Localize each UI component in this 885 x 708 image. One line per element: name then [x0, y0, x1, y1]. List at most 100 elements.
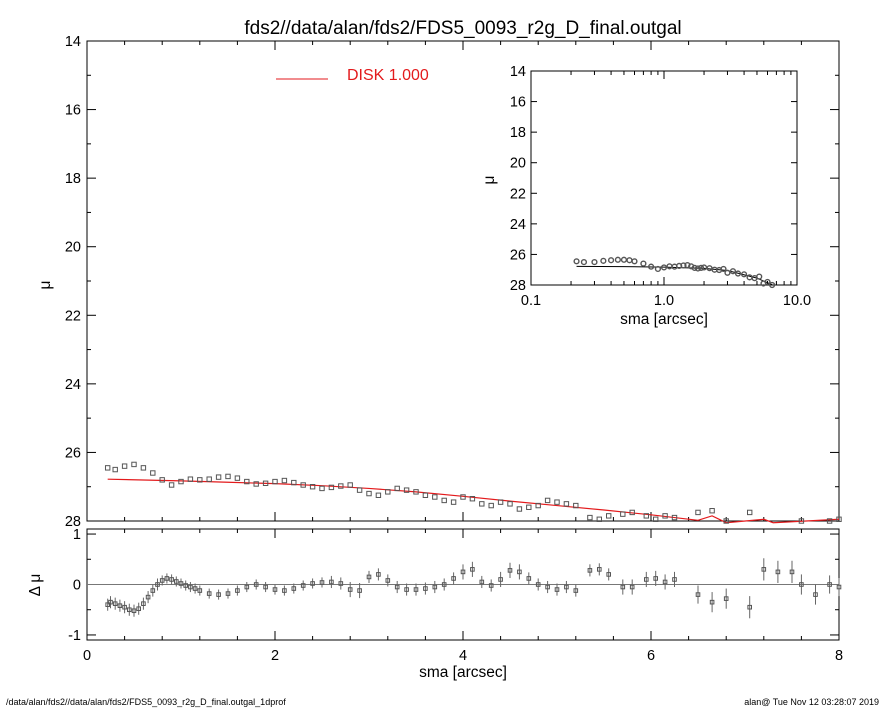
main-data-point: [441, 497, 447, 504]
main-y-tick-label: 26: [65, 445, 81, 461]
residual-data-point: [253, 582, 259, 587]
main-y-tick-label: 22: [65, 308, 81, 324]
residual-data-point: [192, 586, 198, 591]
chart-title: fds2//data/alan/fds2/FDS5_0093_r2g_D_fin…: [244, 18, 681, 39]
inset-series: [573, 256, 776, 289]
main-data-point: [413, 489, 419, 495]
residual-data-point: [545, 584, 550, 590]
residual-data-point: [174, 579, 179, 584]
legend: DISK 1.000: [276, 67, 429, 84]
inset-y-tick-label: 22: [510, 186, 526, 202]
main-data-point: [291, 479, 297, 486]
residual-data-point: [225, 591, 231, 596]
residual-data-point: [155, 582, 160, 587]
residual-data-point: [178, 581, 184, 586]
main-data-point: [836, 516, 842, 522]
main-data-point: [394, 485, 400, 492]
inset-data-point: [680, 262, 687, 269]
main-data-point: [671, 514, 678, 521]
main-data-point: [366, 490, 372, 497]
inset-data-point: [697, 264, 705, 271]
main-data-point: [385, 489, 391, 495]
residual-data-point: [507, 568, 513, 573]
main-data-point: [187, 476, 194, 482]
main-data-point: [488, 502, 494, 509]
main-axis-ticks: 14 16 18 20 22 24 26 28: [65, 34, 839, 530]
residual-data-point: [122, 604, 127, 610]
residual-x-tick-label: 6: [647, 648, 655, 664]
main-data-point: [544, 497, 551, 504]
inset-plot-frame: [530, 70, 798, 286]
residual-data-point: [488, 583, 494, 588]
main-series: [104, 461, 842, 524]
residual-data-point: [127, 607, 132, 613]
main-data-point: [206, 476, 212, 482]
main-data-point: [596, 516, 602, 522]
inset-y-tick-label: 24: [510, 217, 526, 233]
main-data-point: [197, 477, 203, 483]
residual-data-point: [300, 583, 306, 588]
main-data-point: [168, 482, 175, 488]
main-model-line: [107, 478, 840, 524]
legend-label: DISK 1.000: [347, 67, 429, 84]
residual-data-point: [775, 569, 781, 575]
main-data-point: [159, 477, 165, 483]
main-data-point: [563, 501, 570, 507]
inset-data-point: [740, 271, 748, 278]
residual-data-point: [747, 604, 753, 610]
inset-data-point: [573, 258, 580, 265]
main-data-point: [215, 474, 222, 480]
residual-data-point: [404, 587, 409, 592]
residual-data-point: [695, 592, 701, 597]
inset-data-point: [600, 257, 607, 264]
residual-data-point: [169, 577, 174, 582]
main-data-point: [653, 516, 659, 522]
residual-data-point: [291, 586, 297, 591]
inset-data-point: [724, 269, 731, 276]
main-data-point: [225, 473, 231, 480]
residual-data-point: [112, 601, 118, 606]
inset-y-axis-label: μ: [481, 176, 498, 185]
main-data-point: [709, 508, 715, 514]
inset-x-tick-label: 1.0: [654, 293, 674, 309]
residual-data-point: [451, 576, 456, 581]
inset-data-point: [620, 256, 628, 263]
main-data-point: [234, 475, 241, 481]
inset-data-point: [694, 265, 702, 272]
residual-y-tick-label: 1: [73, 527, 81, 543]
main-data-point: [121, 463, 128, 469]
residual-data-point: [723, 596, 729, 601]
main-data-point: [497, 499, 504, 505]
inset-x-tick-label: 0.1: [521, 293, 541, 309]
main-data-point: [573, 502, 579, 509]
main-data-point: [104, 465, 111, 471]
main-data-point: [450, 499, 457, 505]
inset-data-point: [607, 257, 615, 264]
residual-data-point: [347, 587, 353, 592]
main-data-point: [253, 481, 259, 487]
residual-data-point: [653, 576, 659, 581]
residual-data-point: [263, 584, 268, 590]
residual-data-point: [235, 588, 240, 593]
main-data-point: [526, 504, 532, 510]
main-data-point: [662, 513, 668, 519]
main-data-point: [460, 494, 466, 500]
main-data-point: [281, 477, 288, 484]
main-data-point: [338, 483, 344, 489]
inset-data-point: [700, 264, 708, 271]
inset-data-point: [769, 281, 776, 289]
inset-y-tick-label: 16: [510, 95, 526, 111]
inset-data-point: [591, 258, 598, 266]
inset-data-point: [648, 263, 655, 270]
residual-data-point: [394, 584, 400, 590]
residual-data-point: [108, 599, 113, 605]
main-data-point: [587, 514, 593, 521]
main-y-tick-label: 28: [65, 514, 81, 530]
inset-y-tick-label: 18: [510, 125, 526, 141]
inset-data-point: [729, 268, 737, 275]
main-data-point: [695, 509, 701, 516]
main-data-point: [319, 485, 325, 492]
inset-y-tick-label: 28: [510, 278, 526, 294]
footer-right: alan@ Tue Nov 12 03:28:07 2019: [744, 697, 879, 707]
inset-data-point: [580, 258, 588, 266]
